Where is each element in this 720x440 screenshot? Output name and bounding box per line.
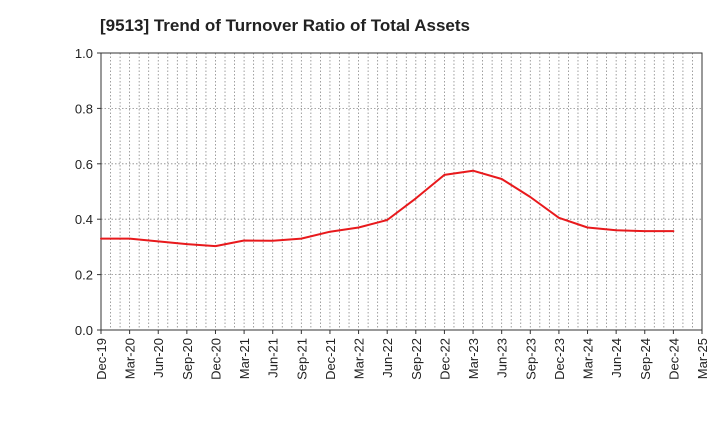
x-tick-label: Mar-22 bbox=[352, 338, 367, 379]
y-tick-label: 0.8 bbox=[75, 101, 93, 116]
x-tick-label: Mar-25 bbox=[695, 338, 710, 379]
x-tick-label: Dec-23 bbox=[552, 338, 567, 380]
grid bbox=[101, 53, 702, 330]
x-tick-label: Mar-20 bbox=[123, 338, 138, 379]
x-tick-label: Jun-20 bbox=[151, 338, 166, 378]
x-tick-label: Mar-23 bbox=[466, 338, 481, 379]
y-tick-label: 0.2 bbox=[75, 268, 93, 283]
x-tick-label: Sep-23 bbox=[523, 338, 538, 380]
x-tick-label: Jun-21 bbox=[266, 338, 281, 378]
plot-frame bbox=[100, 52, 703, 331]
x-tick-label: Sep-22 bbox=[409, 338, 424, 380]
series bbox=[100, 169, 675, 248]
x-tick-label: Jun-22 bbox=[380, 338, 395, 378]
series-line bbox=[100, 169, 675, 248]
x-tick-label: Dec-24 bbox=[666, 338, 681, 380]
y-tick-label: 1.0 bbox=[75, 46, 93, 61]
y-tick-label: 0.0 bbox=[75, 323, 93, 338]
x-tick-label: Dec-21 bbox=[323, 338, 338, 380]
x-tick-label: Mar-21 bbox=[237, 338, 252, 379]
x-tick-label: Mar-24 bbox=[581, 338, 596, 379]
x-tick-label: Jun-23 bbox=[495, 338, 510, 378]
y-tick-label: 0.4 bbox=[75, 212, 93, 227]
y-axis: 0.0 0.2 0.4 0.6 0.8 1.0 bbox=[75, 46, 101, 338]
chart-title: [9513] Trend of Turnover Ratio of Total … bbox=[100, 16, 470, 35]
x-tick-label: Sep-24 bbox=[638, 338, 653, 380]
x-tick-label: Sep-21 bbox=[294, 338, 309, 380]
x-axis: Dec-19 Mar-20 Jun-20 Sep-20 Dec-20 Mar-21 Jun-… bbox=[94, 330, 710, 380]
y-tick-label: 0.6 bbox=[75, 157, 93, 172]
x-tick-label: Dec-19 bbox=[94, 338, 109, 380]
x-tick-label: Dec-22 bbox=[437, 338, 452, 380]
x-tick-label: Sep-20 bbox=[180, 338, 195, 380]
x-tick-label: Jun-24 bbox=[609, 338, 624, 378]
x-tick-label: Dec-20 bbox=[208, 338, 223, 380]
